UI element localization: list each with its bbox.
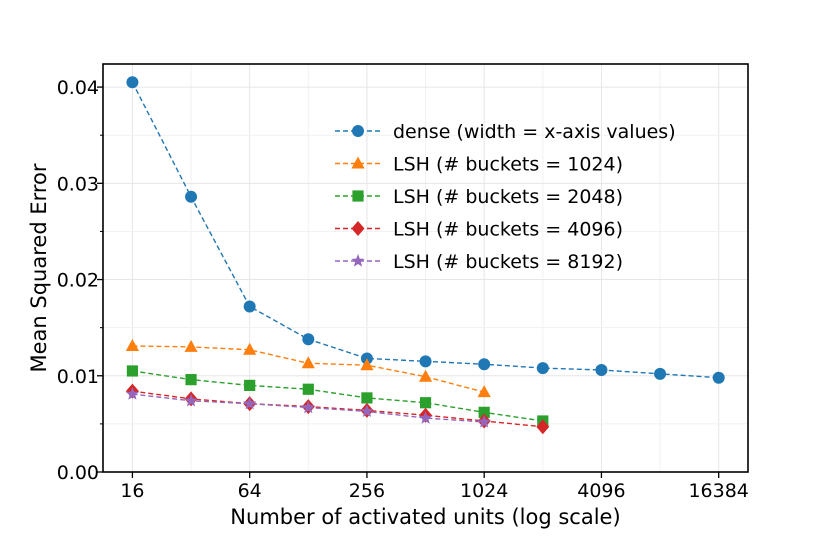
data-point bbox=[595, 364, 608, 376]
y-tick-label: 0.03 bbox=[57, 173, 99, 195]
y-axis-title: Mean Squared Error bbox=[27, 163, 51, 372]
data-point bbox=[478, 406, 490, 418]
data-point bbox=[185, 374, 197, 386]
x-tick-label: 1024 bbox=[460, 480, 508, 502]
data-point bbox=[418, 369, 433, 382]
data-point bbox=[654, 367, 667, 380]
legend-label: LSH (# buckets = 8192) bbox=[393, 251, 623, 273]
ticks: 16 64 256 1024 4096 16384 0.00 0.01 0.02 0.03 0.04 bbox=[57, 77, 749, 502]
legend-entry: LSH (# buckets = 2048) bbox=[335, 186, 623, 208]
series-layer bbox=[125, 76, 725, 435]
data-point bbox=[184, 393, 198, 407]
x-tick-label: 256 bbox=[349, 480, 385, 502]
data-point bbox=[301, 356, 315, 369]
data-point bbox=[712, 371, 725, 384]
data-point bbox=[301, 400, 315, 414]
x-tick-label: 16 bbox=[120, 480, 144, 502]
legend-marker bbox=[351, 254, 365, 267]
data-point bbox=[243, 342, 257, 355]
data-point bbox=[244, 379, 256, 391]
data-point bbox=[477, 385, 491, 398]
legend-marker bbox=[351, 221, 365, 236]
data-point bbox=[360, 358, 374, 371]
data-point bbox=[125, 387, 140, 400]
data-point bbox=[477, 414, 491, 428]
legend-entry: LSH (# buckets = 4096) bbox=[335, 219, 623, 241]
y-tick-label: 0.01 bbox=[57, 366, 99, 388]
data-point bbox=[243, 300, 256, 313]
legend-label: LSH (# buckets = 4096) bbox=[393, 219, 623, 241]
data-point bbox=[478, 358, 491, 371]
data-point bbox=[419, 397, 432, 409]
legend-entry: dense (width = x-axis values) bbox=[335, 121, 676, 143]
legend: dense (width = x-axis values) LSH (# buck… bbox=[335, 121, 676, 273]
legend-entry: LSH (# buckets = 8192) bbox=[335, 251, 623, 273]
y-tick-label: 0.04 bbox=[57, 77, 99, 99]
data-point bbox=[361, 392, 373, 404]
data-point bbox=[243, 396, 257, 410]
data-point bbox=[302, 383, 314, 395]
y-tick-label: 0.00 bbox=[57, 462, 99, 484]
legend-label: LSH (# buckets = 1024) bbox=[393, 154, 623, 176]
data-point bbox=[126, 76, 139, 89]
series-5 bbox=[125, 387, 491, 428]
data-point bbox=[536, 419, 550, 435]
x-tick-label: 16384 bbox=[688, 480, 748, 502]
legend-marker bbox=[352, 125, 364, 137]
series-2 bbox=[125, 338, 491, 398]
data-point bbox=[126, 365, 139, 377]
data-point bbox=[536, 362, 549, 375]
legend-label: LSH (# buckets = 2048) bbox=[393, 186, 623, 208]
y-tick-label: 0.02 bbox=[57, 270, 99, 292]
data-point bbox=[184, 339, 198, 352]
legend-marker bbox=[352, 190, 364, 202]
series-line bbox=[132, 370, 543, 422]
x-tick-label: 4096 bbox=[577, 480, 625, 502]
legend-label: dense (width = x-axis values) bbox=[393, 121, 676, 143]
x-axis-title: Number of activated units (log scale) bbox=[230, 505, 620, 529]
data-point bbox=[418, 411, 433, 424]
data-point bbox=[302, 333, 315, 346]
data-point bbox=[419, 355, 432, 368]
legend-entry: LSH (# buckets = 1024) bbox=[335, 154, 623, 176]
data-point bbox=[125, 338, 140, 351]
plot-frame bbox=[102, 63, 749, 473]
legend-marker bbox=[351, 156, 365, 169]
x-tick-label: 64 bbox=[238, 480, 262, 502]
series-line bbox=[132, 390, 543, 428]
series-1 bbox=[126, 76, 725, 384]
data-point bbox=[185, 190, 198, 203]
data-point bbox=[360, 404, 374, 418]
